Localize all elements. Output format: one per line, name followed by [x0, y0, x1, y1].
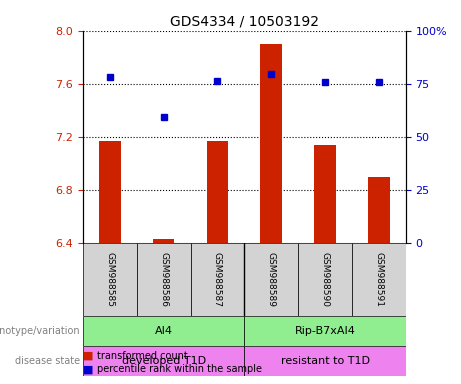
- Text: disease state: disease state: [15, 356, 80, 366]
- Text: percentile rank within the sample: percentile rank within the sample: [97, 364, 262, 374]
- Text: GSM988587: GSM988587: [213, 252, 222, 307]
- Text: GSM988585: GSM988585: [106, 252, 114, 307]
- Text: AI4: AI4: [154, 326, 173, 336]
- Bar: [99, 141, 121, 243]
- Text: developed T1D: developed T1D: [122, 356, 206, 366]
- FancyBboxPatch shape: [190, 243, 244, 316]
- FancyBboxPatch shape: [244, 243, 298, 316]
- FancyBboxPatch shape: [244, 316, 406, 346]
- FancyBboxPatch shape: [83, 346, 244, 376]
- FancyBboxPatch shape: [137, 243, 190, 316]
- FancyBboxPatch shape: [244, 346, 406, 376]
- Text: ■: ■: [83, 364, 94, 374]
- Bar: [260, 44, 282, 243]
- Text: genotype/variation: genotype/variation: [0, 326, 80, 336]
- Title: GDS4334 / 10503192: GDS4334 / 10503192: [170, 14, 319, 28]
- FancyBboxPatch shape: [352, 243, 406, 316]
- Text: resistant to T1D: resistant to T1D: [280, 356, 370, 366]
- Text: transformed count: transformed count: [97, 351, 188, 361]
- Text: GSM988590: GSM988590: [320, 252, 330, 307]
- Bar: [368, 177, 390, 243]
- FancyBboxPatch shape: [298, 243, 352, 316]
- Text: ■: ■: [83, 351, 94, 361]
- Bar: [153, 239, 174, 243]
- FancyBboxPatch shape: [83, 243, 137, 316]
- Text: GSM988591: GSM988591: [374, 252, 383, 307]
- Text: GSM988589: GSM988589: [267, 252, 276, 307]
- Text: GSM988586: GSM988586: [159, 252, 168, 307]
- Bar: [207, 141, 228, 243]
- FancyBboxPatch shape: [83, 316, 244, 346]
- Bar: [314, 145, 336, 243]
- Text: Rip-B7xAI4: Rip-B7xAI4: [295, 326, 355, 336]
